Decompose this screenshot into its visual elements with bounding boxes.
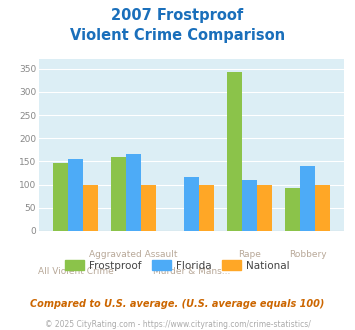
Bar (257, 184, 272, 231)
Text: Violent Crime Comparison: Violent Crime Comparison (70, 28, 285, 43)
Text: Compared to U.S. average. (U.S. average equals 100): Compared to U.S. average. (U.S. average … (30, 299, 325, 309)
Bar (199, 184, 214, 231)
Text: All Violent Crime: All Violent Crime (38, 267, 114, 276)
Bar (126, 153, 141, 231)
Text: © 2025 CityRating.com - https://www.cityrating.com/crime-statistics/: © 2025 CityRating.com - https://www.city… (45, 320, 310, 329)
Bar (141, 184, 156, 231)
Bar (111, 157, 126, 231)
Bar (227, 72, 242, 231)
Bar (53, 163, 68, 231)
Bar (83, 184, 98, 231)
Bar (315, 184, 331, 231)
Bar (242, 180, 257, 231)
Bar (68, 159, 83, 231)
Text: Rape: Rape (238, 250, 261, 259)
Text: Robbery: Robbery (289, 250, 327, 259)
Legend: Frostproof, Florida, National: Frostproof, Florida, National (62, 257, 293, 274)
Text: Aggravated Assault: Aggravated Assault (89, 250, 178, 259)
Text: Murder & Mans...: Murder & Mans... (153, 267, 230, 276)
Bar (285, 188, 300, 231)
Text: 2007 Frostproof: 2007 Frostproof (111, 8, 244, 23)
Bar (184, 177, 199, 231)
Bar (300, 166, 315, 231)
